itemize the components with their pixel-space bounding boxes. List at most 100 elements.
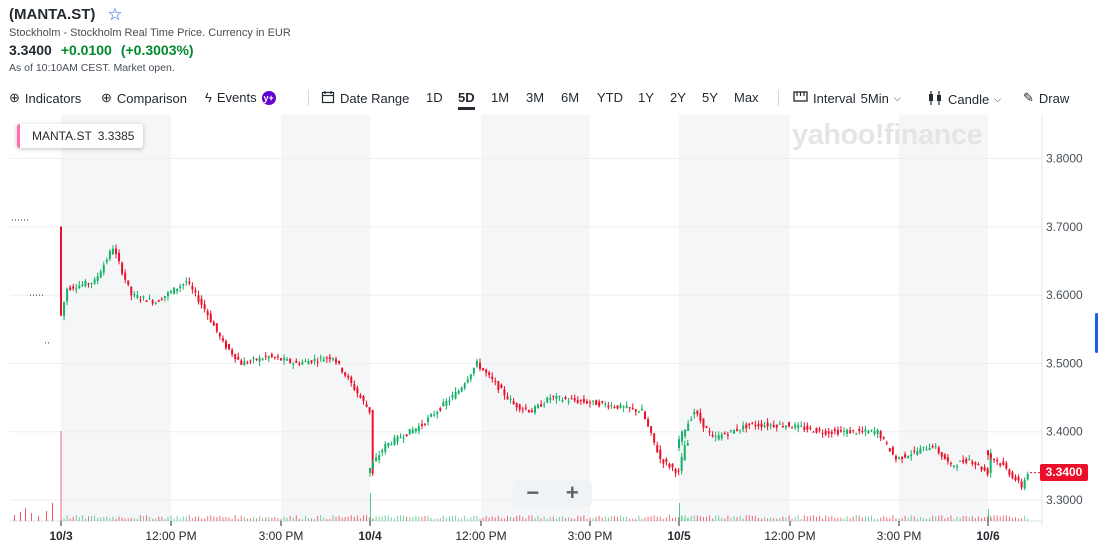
candle-body: [243, 361, 246, 366]
volume-bar: [311, 518, 313, 521]
candle-body: [231, 349, 234, 355]
volume-bar: [286, 518, 288, 521]
candle-body: [252, 357, 255, 360]
candle-body: [598, 401, 601, 407]
candle-body: [778, 423, 781, 425]
volume-bar: [904, 515, 906, 521]
volume-bar: [546, 518, 548, 521]
range-3m[interactable]: 3M: [526, 90, 545, 105]
volume-bar: [249, 518, 251, 521]
volume-bar: [494, 517, 496, 521]
volume-bar: [617, 517, 618, 521]
volume-bar: [702, 517, 704, 521]
indicators-button[interactable]: ⊕ Indicators: [9, 90, 81, 106]
zoom-out-button[interactable]: −: [526, 480, 540, 505]
candle-body: [836, 430, 839, 435]
range-5y[interactable]: 5Y: [702, 90, 718, 105]
candle-body: [509, 399, 512, 401]
x-tick-label: 12:00 PM: [455, 529, 506, 543]
range-1y[interactable]: 1Y: [638, 90, 654, 105]
candle-body: [405, 434, 408, 437]
volume-bar: [69, 518, 71, 521]
candle-body: [634, 409, 637, 412]
candle-body: [322, 359, 325, 362]
range-5d[interactable]: 5D: [458, 90, 475, 110]
range-1m[interactable]: 1M: [491, 90, 510, 105]
date-range-button[interactable]: Date Range: [321, 90, 409, 107]
volume-bar: [78, 517, 80, 521]
candle-body: [331, 357, 334, 360]
comparison-button[interactable]: ⊕ Comparison: [101, 90, 187, 106]
volume-bar: [75, 515, 77, 521]
candle-body: [833, 429, 836, 432]
volume-bar: [644, 517, 646, 521]
volume-bar: [488, 517, 490, 521]
candle-body: [855, 433, 858, 435]
volume-bar: [194, 516, 196, 521]
candle-body: [442, 402, 445, 406]
candle-body: [788, 422, 790, 427]
volume-bar: [825, 515, 827, 521]
volume-bar: [1027, 518, 1029, 521]
volume-bar: [761, 518, 762, 521]
candle-body: [472, 367, 475, 374]
candle-body: [668, 463, 671, 468]
candle-body: [867, 430, 870, 434]
candle-body: [310, 360, 313, 363]
candle-body: [650, 426, 653, 433]
volume-bar: [892, 515, 894, 521]
volume-bar: [889, 517, 891, 521]
chart-legend[interactable]: MANTA.ST 3.3385: [17, 124, 144, 148]
range-2y[interactable]: 2Y: [670, 90, 686, 105]
interval-dropdown[interactable]: Interval 5Min ⌵: [793, 90, 901, 106]
scroll-handle[interactable]: [1095, 313, 1098, 353]
volume-bar: [782, 516, 784, 521]
calendar-icon: [321, 90, 335, 107]
volume-bar: [115, 518, 117, 521]
candle-body: [644, 411, 646, 419]
volume-bar: [938, 515, 940, 521]
volume-bar: [883, 516, 885, 521]
volume-bar: [748, 515, 750, 521]
volume-bar: [662, 518, 664, 521]
range-max[interactable]: Max: [734, 90, 759, 105]
volume-bar: [298, 518, 300, 521]
range-ytd[interactable]: YTD: [597, 90, 623, 105]
x-tick-label: 3:00 PM: [877, 529, 922, 543]
star-icon[interactable]: ☆: [107, 5, 123, 24]
candle-body: [121, 262, 124, 274]
volume-bar: [754, 515, 756, 521]
candle-body: [105, 259, 108, 262]
candle-body: [726, 434, 729, 436]
volume-bar: [265, 517, 267, 521]
draw-button[interactable]: ✎ Draw: [1023, 90, 1069, 106]
zoom-in-button[interactable]: +: [565, 480, 579, 505]
candle-body: [821, 433, 824, 435]
x-tick-label: 3:00 PM: [568, 529, 613, 543]
candle-body: [66, 288, 69, 302]
candle-body: [965, 458, 968, 463]
candle-body: [170, 290, 172, 293]
volume-bar: [72, 516, 74, 521]
volume-bar: [834, 517, 836, 521]
range-1d[interactable]: 1D: [426, 90, 443, 105]
candle-body: [977, 464, 980, 466]
volume-bar: [424, 515, 426, 521]
volume-bar: [577, 515, 579, 521]
volume-bar: [531, 515, 533, 521]
candle-body: [350, 377, 353, 383]
volume-bar: [855, 515, 857, 521]
range-6m[interactable]: 6M: [561, 90, 580, 105]
candle-body: [237, 356, 240, 360]
volume-bar: [831, 515, 833, 521]
y-tick-label: 3.6000: [1046, 288, 1083, 302]
candle-body: [436, 412, 439, 415]
price-change: +0.0100: [60, 42, 112, 58]
candle-body: [182, 283, 185, 286]
candle-body: [479, 362, 481, 369]
chart-type-dropdown[interactable]: Candle ⌵: [927, 90, 1001, 109]
volume-bar: [665, 517, 667, 521]
events-button[interactable]: ϟ Events y+: [205, 90, 276, 105]
candle-body: [494, 381, 497, 383]
